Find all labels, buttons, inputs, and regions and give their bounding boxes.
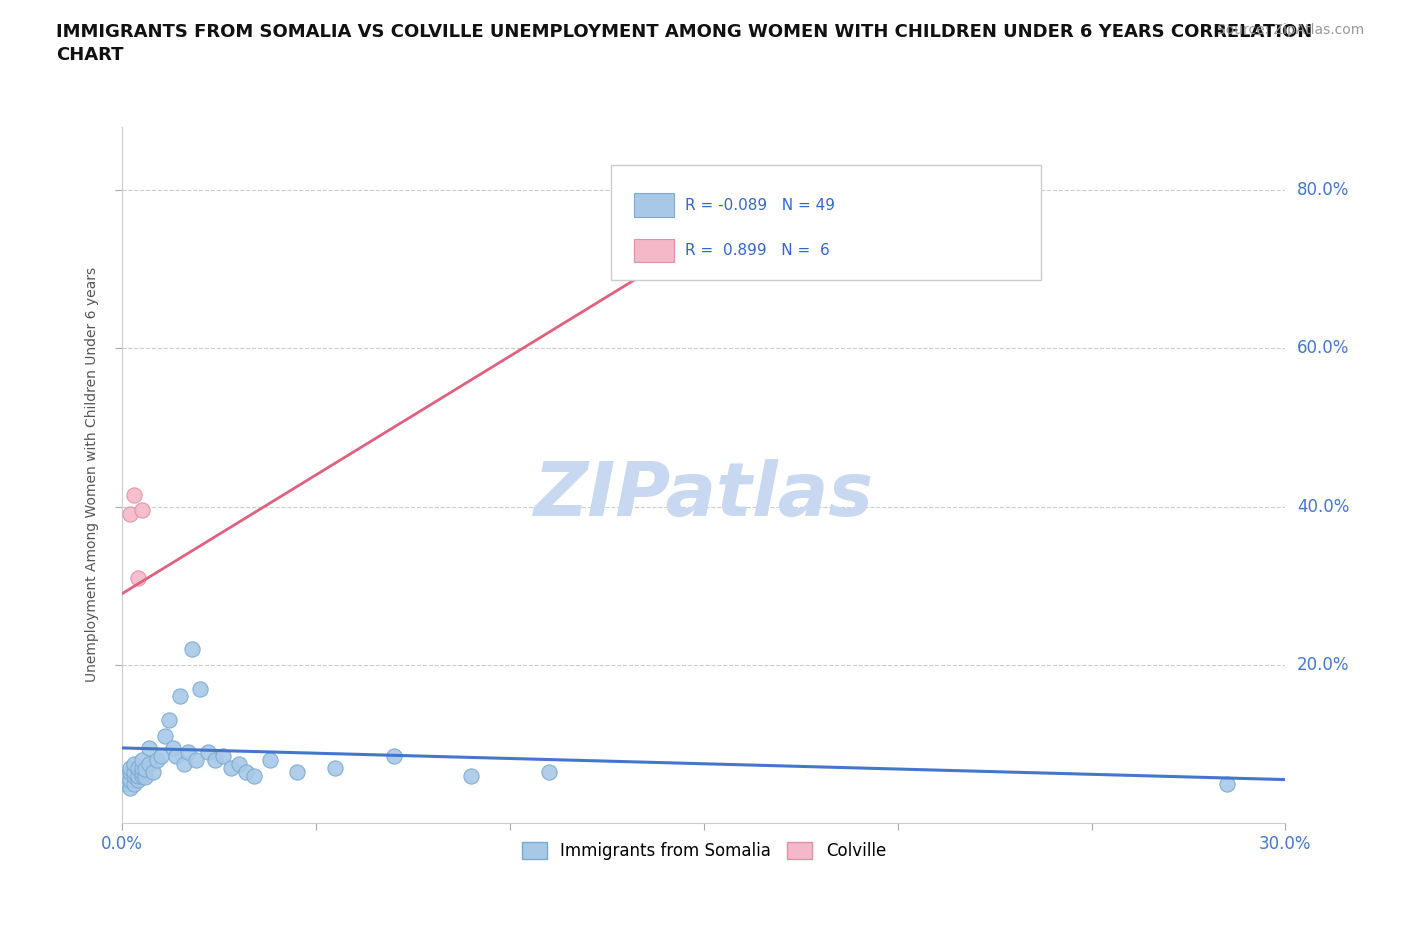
Point bbox=[142, 764, 165, 779]
Point bbox=[204, 752, 226, 767]
Point bbox=[138, 756, 160, 771]
Point bbox=[181, 642, 204, 657]
Point bbox=[166, 749, 188, 764]
Point bbox=[134, 770, 156, 785]
Point bbox=[212, 749, 235, 764]
Text: R =  0.899   N =  6: R = 0.899 N = 6 bbox=[685, 243, 830, 259]
Point bbox=[131, 764, 153, 779]
Point bbox=[118, 761, 141, 776]
Text: 80.0%: 80.0% bbox=[1298, 181, 1350, 199]
Point bbox=[325, 761, 347, 776]
Point bbox=[537, 764, 560, 779]
Point bbox=[150, 749, 173, 764]
Point bbox=[122, 756, 145, 771]
Text: 40.0%: 40.0% bbox=[1298, 498, 1350, 515]
Point bbox=[131, 768, 153, 783]
Point bbox=[382, 749, 405, 764]
Text: 60.0%: 60.0% bbox=[1298, 339, 1350, 357]
Point bbox=[122, 764, 145, 779]
Point bbox=[157, 712, 180, 727]
Point bbox=[127, 761, 149, 776]
Point bbox=[197, 744, 219, 759]
Text: Source: ZipAtlas.com: Source: ZipAtlas.com bbox=[1216, 23, 1364, 37]
Point bbox=[131, 761, 153, 776]
Text: ZIPatlas: ZIPatlas bbox=[534, 459, 873, 532]
Point bbox=[122, 487, 145, 502]
Point bbox=[219, 761, 242, 776]
Text: 20.0%: 20.0% bbox=[1298, 656, 1350, 674]
Point bbox=[173, 756, 195, 771]
Point bbox=[285, 764, 308, 779]
Text: R = -0.089   N = 49: R = -0.089 N = 49 bbox=[685, 198, 835, 213]
Point bbox=[127, 570, 149, 585]
Point bbox=[122, 777, 145, 791]
Point bbox=[131, 752, 153, 767]
Point bbox=[115, 772, 138, 787]
Point bbox=[177, 744, 200, 759]
Point bbox=[259, 752, 281, 767]
Point bbox=[654, 246, 676, 260]
Point bbox=[243, 768, 266, 783]
Point bbox=[235, 764, 257, 779]
Point bbox=[146, 752, 169, 767]
Point bbox=[118, 507, 141, 522]
FancyBboxPatch shape bbox=[634, 239, 673, 262]
Point bbox=[122, 768, 145, 783]
Point bbox=[118, 764, 141, 779]
Point bbox=[188, 681, 211, 696]
Point bbox=[131, 503, 153, 518]
Point bbox=[162, 740, 184, 755]
Point bbox=[153, 728, 176, 743]
Point bbox=[184, 752, 207, 767]
Point bbox=[134, 762, 156, 777]
FancyBboxPatch shape bbox=[610, 165, 1042, 280]
Text: IMMIGRANTS FROM SOMALIA VS COLVILLE UNEMPLOYMENT AMONG WOMEN WITH CHILDREN UNDER: IMMIGRANTS FROM SOMALIA VS COLVILLE UNEM… bbox=[56, 23, 1312, 64]
Point bbox=[118, 772, 141, 787]
Point bbox=[169, 689, 191, 704]
Point bbox=[228, 756, 250, 771]
Point bbox=[1216, 777, 1239, 791]
Point bbox=[118, 780, 141, 795]
Point bbox=[127, 768, 149, 783]
FancyBboxPatch shape bbox=[634, 193, 673, 217]
Point bbox=[460, 768, 482, 783]
Y-axis label: Unemployment Among Women with Children Under 6 years: Unemployment Among Women with Children U… bbox=[86, 267, 100, 683]
Point bbox=[115, 777, 138, 791]
Point bbox=[127, 772, 149, 787]
Legend: Immigrants from Somalia, Colville: Immigrants from Somalia, Colville bbox=[515, 835, 893, 867]
Point bbox=[138, 740, 160, 755]
Point bbox=[115, 768, 138, 783]
